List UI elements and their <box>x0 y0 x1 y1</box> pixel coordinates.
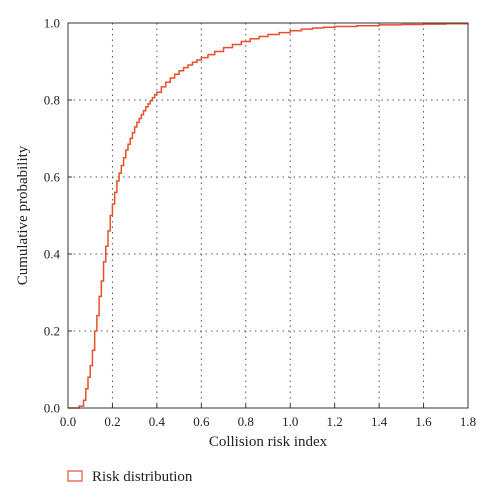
legend-swatch <box>67 470 83 482</box>
x-tick-label: 0.2 <box>104 414 120 429</box>
x-tick-label: 1.4 <box>371 414 388 429</box>
y-tick-label: 0.6 <box>44 170 61 185</box>
plot-frame <box>67 22 469 409</box>
series-layer <box>68 23 469 409</box>
x-tick-label: 0.0 <box>60 414 76 429</box>
x-tick-label: 1.8 <box>460 414 476 429</box>
y-tick-label: 0.8 <box>44 93 60 108</box>
tick-labels: 0.0 0.2 0.4 0.6 0.8 1.0 1.2 1.4 1.6 1.8 0.0 0.2 0.4 0… <box>44 16 476 430</box>
series-line-0 <box>68 23 469 409</box>
x-tick-label: 1.6 <box>415 414 432 429</box>
legend: Risk distribution <box>67 469 193 485</box>
legend-label: Risk distribution <box>92 469 193 485</box>
x-tick-label: 0.8 <box>238 414 254 429</box>
y-tick-label: 1.0 <box>44 16 60 31</box>
x-tick-label: 1.0 <box>282 414 298 429</box>
y-tick-label: 0.4 <box>44 247 61 262</box>
y-tick-label: 0.2 <box>44 324 60 339</box>
x-tick-label: 1.2 <box>327 414 343 429</box>
grid-lines <box>68 23 468 408</box>
y-axis-title: Cumulative probability <box>15 145 31 285</box>
x-tick-label: 0.4 <box>149 414 166 429</box>
x-tick-label: 0.6 <box>193 414 210 429</box>
y-tick-label: 0.0 <box>44 401 60 416</box>
x-axis-title: Collision risk index <box>209 434 328 450</box>
